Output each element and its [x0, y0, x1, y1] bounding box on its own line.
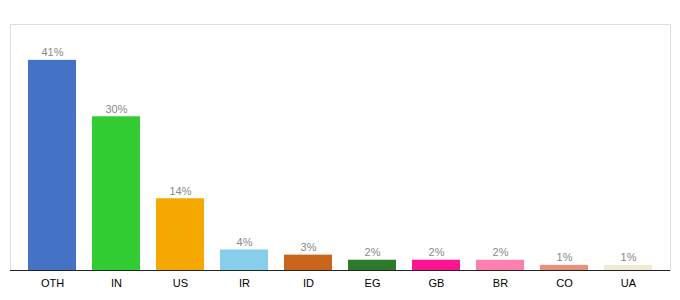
svg-text:4%: 4% [237, 236, 253, 248]
svg-text:IN: IN [111, 277, 122, 289]
svg-text:OTH: OTH [41, 277, 64, 289]
svg-text:CO: CO [556, 277, 573, 289]
svg-text:GB: GB [429, 277, 445, 289]
svg-text:2%: 2% [493, 246, 509, 258]
svg-text:30%: 30% [105, 103, 127, 115]
svg-text:UA: UA [621, 277, 637, 289]
svg-text:2%: 2% [429, 246, 445, 258]
svg-text:IR: IR [239, 277, 250, 289]
svg-text:2%: 2% [365, 246, 381, 258]
svg-text:1%: 1% [557, 251, 573, 263]
svg-text:BR: BR [493, 277, 508, 289]
svg-text:41%: 41% [41, 46, 63, 58]
svg-text:EG: EG [365, 277, 381, 289]
svg-text:3%: 3% [301, 241, 317, 253]
svg-text:1%: 1% [621, 251, 637, 263]
svg-text:ID: ID [303, 277, 314, 289]
svg-text:14%: 14% [169, 185, 191, 197]
svg-text:US: US [173, 277, 188, 289]
